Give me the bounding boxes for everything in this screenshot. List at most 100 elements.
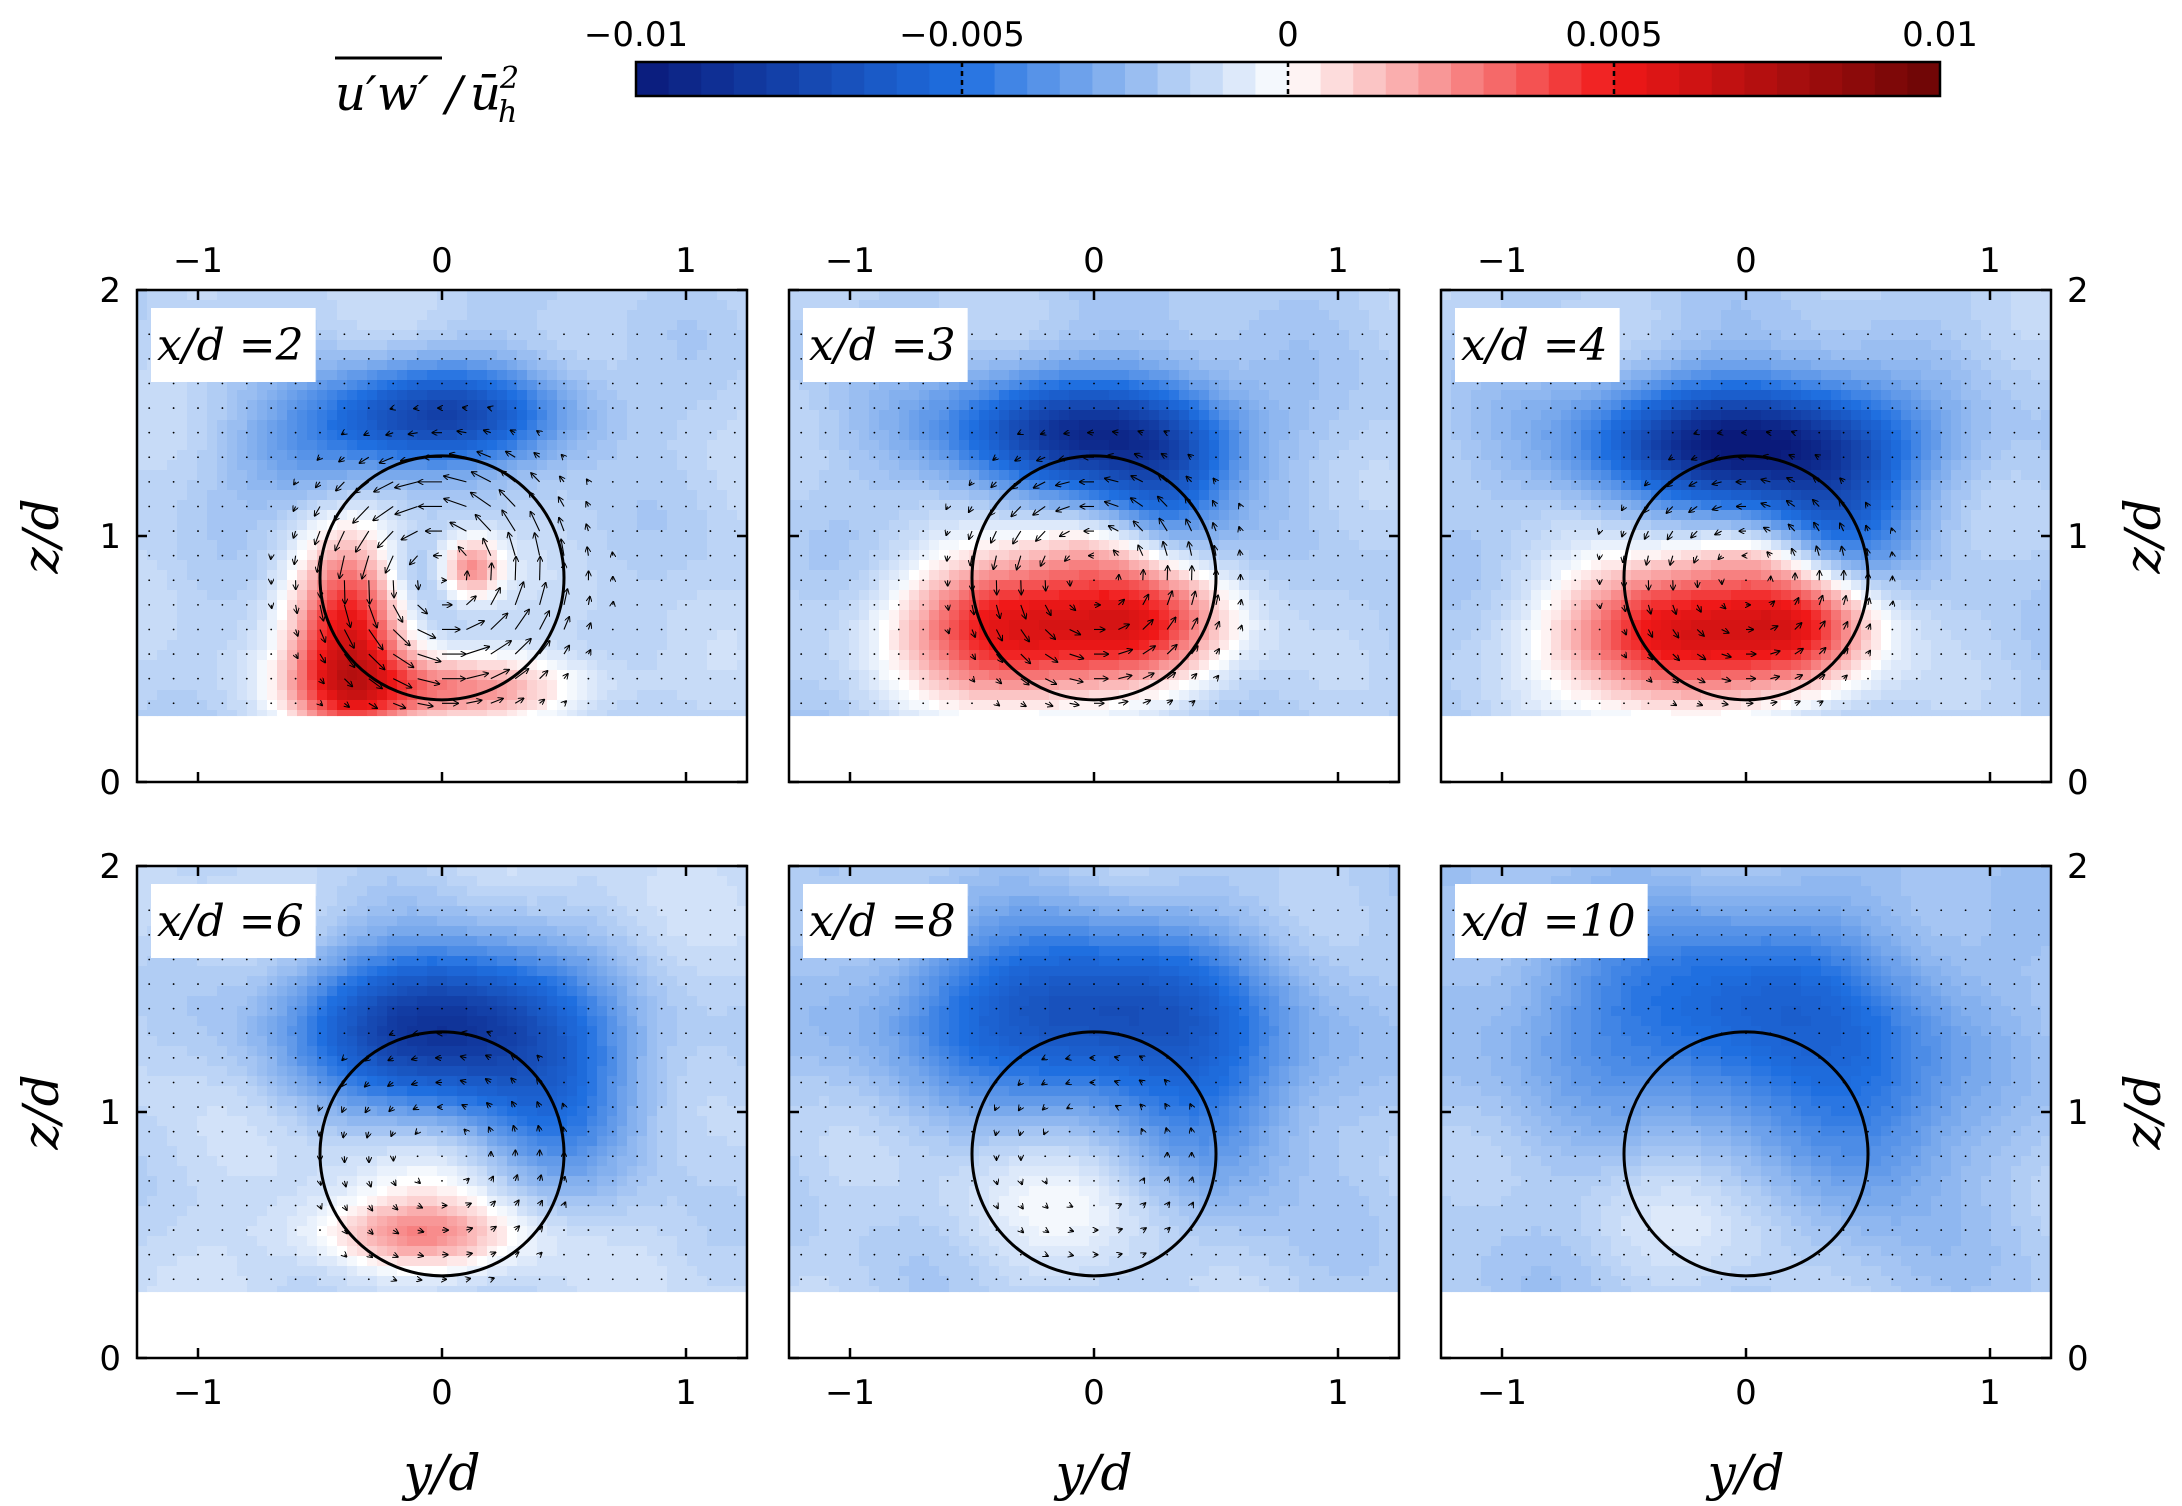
contour-cell bbox=[1079, 320, 1090, 331]
contour-cell bbox=[657, 520, 668, 531]
contour-cell bbox=[989, 360, 1000, 371]
contour-cell bbox=[1149, 340, 1160, 351]
contour-cell bbox=[517, 290, 528, 301]
contour-cell bbox=[809, 420, 820, 431]
contour-cell bbox=[617, 340, 628, 351]
contour-cell bbox=[197, 460, 208, 471]
contour-cell bbox=[1389, 520, 1399, 531]
contour-cell bbox=[1199, 350, 1210, 361]
contour-cell bbox=[567, 510, 578, 521]
contour-cell bbox=[969, 310, 980, 321]
contour-cell bbox=[367, 540, 378, 551]
contour-cell bbox=[257, 670, 268, 681]
contour-cell bbox=[377, 360, 388, 371]
contour-cell bbox=[1219, 340, 1230, 351]
contour-cell bbox=[1009, 460, 1020, 471]
contour-cell bbox=[809, 570, 820, 581]
contour-cell bbox=[1149, 330, 1160, 341]
contour-cell bbox=[919, 530, 930, 541]
vector-dot bbox=[270, 653, 273, 655]
contour-cell bbox=[337, 650, 348, 661]
contour-cell bbox=[247, 460, 258, 471]
contour-cell bbox=[949, 500, 960, 511]
contour-cell bbox=[1389, 400, 1399, 411]
contour-cell bbox=[237, 550, 248, 561]
contour-cell bbox=[437, 360, 448, 371]
contour-cell bbox=[557, 290, 568, 301]
vector-dot bbox=[709, 603, 712, 606]
contour-cell bbox=[1339, 480, 1350, 491]
contour-cell bbox=[829, 510, 840, 521]
contour-cell bbox=[577, 510, 588, 521]
contour-cell bbox=[647, 410, 658, 421]
contour-cell bbox=[607, 480, 618, 491]
contour-cell bbox=[1299, 320, 1310, 331]
contour-cell bbox=[1299, 300, 1310, 311]
contour-cell bbox=[737, 610, 747, 621]
contour-cell bbox=[547, 680, 558, 691]
contour-cell bbox=[297, 430, 308, 441]
contour-cell bbox=[497, 630, 508, 641]
contour-cell bbox=[1219, 490, 1230, 501]
contour-cell bbox=[357, 380, 368, 391]
contour-cell bbox=[1009, 540, 1020, 551]
contour-cell bbox=[879, 580, 890, 591]
contour-cell bbox=[1229, 450, 1240, 461]
contour-cell bbox=[1389, 480, 1399, 491]
contour-cell bbox=[277, 620, 288, 631]
contour-cell bbox=[597, 320, 608, 331]
contour-cell bbox=[367, 580, 378, 591]
vector-dot bbox=[733, 431, 736, 434]
contour-cell bbox=[427, 410, 438, 421]
contour-cell bbox=[397, 650, 408, 661]
contour-cell bbox=[1339, 350, 1350, 361]
contour-cell bbox=[1319, 590, 1330, 601]
contour-cell bbox=[737, 360, 747, 371]
contour-cell bbox=[507, 620, 518, 631]
contour-cell bbox=[387, 640, 398, 651]
contour-cell bbox=[627, 690, 638, 701]
contour-cell bbox=[337, 360, 348, 371]
contour-cell bbox=[257, 300, 268, 311]
contour-cell bbox=[197, 630, 208, 641]
contour-cell bbox=[277, 510, 288, 521]
contour-cell bbox=[347, 300, 358, 311]
contour-cell bbox=[367, 670, 378, 681]
contour-cell bbox=[567, 300, 578, 311]
contour-cell bbox=[869, 590, 880, 601]
contour-cell bbox=[257, 390, 268, 401]
vector-dot bbox=[587, 702, 590, 705]
contour-cell bbox=[197, 500, 208, 511]
contour-cell bbox=[859, 530, 870, 541]
contour-cell bbox=[889, 440, 900, 451]
vector-arrow bbox=[531, 473, 540, 483]
contour-cell bbox=[1279, 580, 1290, 591]
contour-cell bbox=[939, 510, 950, 521]
contour-cell bbox=[1269, 570, 1280, 581]
contour-cell bbox=[647, 460, 658, 471]
vector-arrow bbox=[369, 580, 370, 603]
contour-cell bbox=[879, 390, 890, 401]
contour-cell bbox=[537, 360, 548, 371]
contour-cell bbox=[727, 390, 738, 401]
contour-cell bbox=[227, 550, 238, 561]
contour-cell bbox=[317, 300, 328, 311]
contour-cell bbox=[637, 370, 648, 381]
contour-cell bbox=[137, 540, 148, 551]
contour-cell bbox=[707, 330, 718, 341]
contour-cell bbox=[819, 580, 830, 591]
contour-cell bbox=[187, 530, 198, 541]
contour-cell bbox=[1139, 510, 1150, 521]
contour-cell bbox=[287, 710, 298, 717]
contour-cell bbox=[397, 420, 408, 431]
contour-cell bbox=[547, 450, 558, 461]
contour-cell bbox=[457, 520, 468, 531]
contour-cell bbox=[487, 710, 498, 717]
vector-dot bbox=[709, 554, 712, 557]
contour-cell bbox=[1089, 300, 1100, 311]
contour-cell bbox=[1049, 350, 1060, 361]
contour-cell bbox=[789, 410, 800, 421]
contour-cell bbox=[247, 560, 258, 571]
contour-cell bbox=[707, 500, 718, 511]
contour-cell bbox=[1169, 390, 1180, 401]
